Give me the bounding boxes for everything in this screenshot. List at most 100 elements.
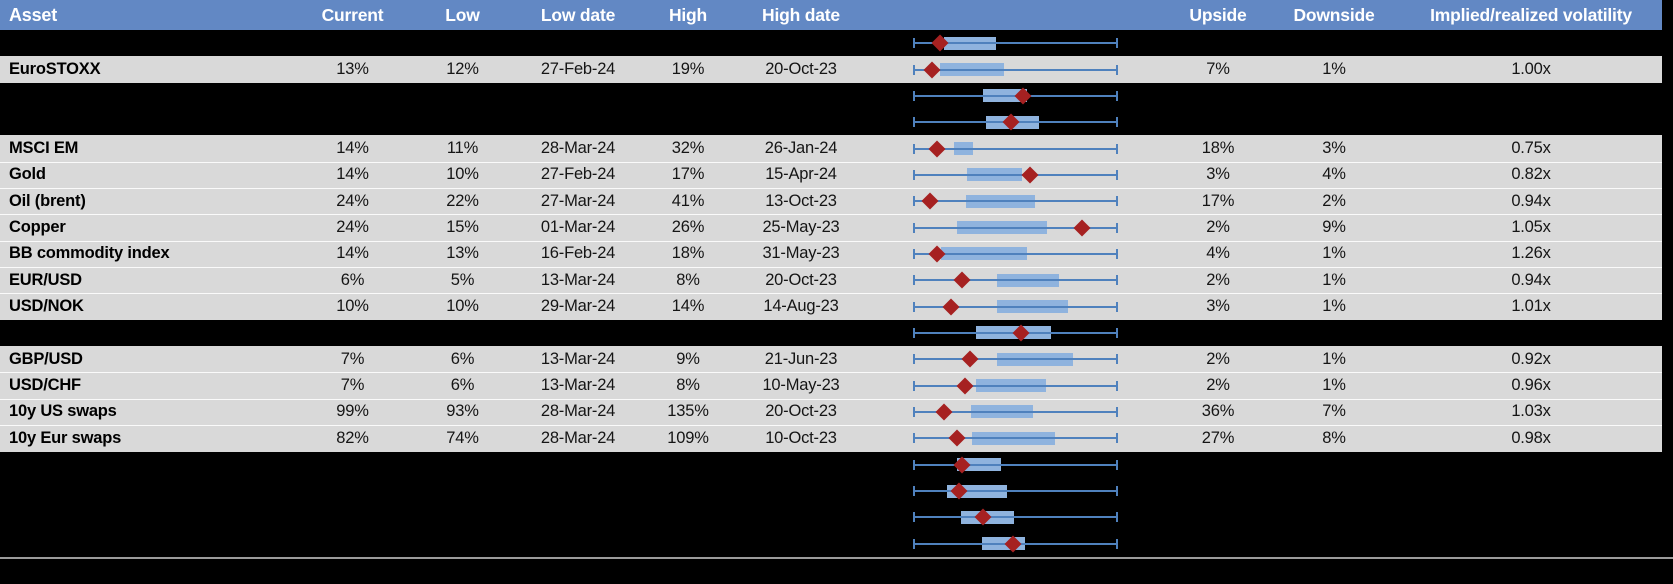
whisker-cap-left bbox=[913, 64, 915, 75]
cell-high: 41% bbox=[671, 191, 705, 210]
cell-asset: USD/NOK bbox=[9, 297, 84, 316]
table-row: 10y Eur swaps 82% 74% 28-Mar-24 109% 10-Oct-2… bbox=[0, 425, 1662, 452]
cell-ratio: 0.82x bbox=[1511, 165, 1551, 184]
cell-ratio: 1.26x bbox=[1511, 244, 1551, 263]
cell-ratio: 1.05x bbox=[1511, 218, 1551, 237]
cell-low: 12% bbox=[446, 60, 479, 79]
cell-ratio: 1.03x bbox=[1511, 402, 1551, 421]
current-marker-diamond bbox=[1073, 219, 1090, 237]
whisker-cap-left bbox=[913, 459, 915, 470]
whisker-line bbox=[913, 305, 1118, 308]
cell-high-date: 10-Oct-23 bbox=[765, 428, 837, 447]
whisker-cap-left bbox=[913, 222, 915, 233]
range-boxplot bbox=[913, 241, 1118, 267]
chart-only-row bbox=[0, 477, 1662, 505]
cell-current: 99% bbox=[336, 402, 369, 421]
cell-asset: GBP/USD bbox=[9, 349, 83, 368]
current-marker-diamond bbox=[956, 377, 974, 395]
whisker-line bbox=[913, 173, 1118, 176]
cell-asset: Oil (brent) bbox=[9, 191, 86, 210]
cell-asset: Copper bbox=[9, 218, 66, 237]
whisker-cap-right bbox=[1116, 117, 1118, 128]
col-header-low: Low bbox=[445, 4, 480, 25]
range-boxplot bbox=[913, 162, 1118, 188]
cell-asset: USD/CHF bbox=[9, 376, 81, 395]
chart-only-row bbox=[0, 82, 1662, 110]
range-boxplot bbox=[913, 267, 1118, 293]
current-marker-diamond bbox=[948, 429, 966, 447]
range-boxplot bbox=[913, 452, 1118, 478]
cell-current: 24% bbox=[336, 218, 369, 237]
cell-current: 14% bbox=[336, 244, 369, 263]
col-header-implied-realized: Implied/realized volatility bbox=[1430, 4, 1632, 25]
cell-asset: MSCI EM bbox=[9, 139, 79, 158]
whisker-cap-right bbox=[1116, 90, 1118, 101]
chart-only-row bbox=[0, 109, 1662, 136]
cell-high: 109% bbox=[667, 428, 709, 447]
range-boxplot bbox=[913, 425, 1118, 451]
cell-ratio: 0.94x bbox=[1511, 191, 1551, 210]
col-header-asset: Asset bbox=[9, 4, 58, 25]
whisker-cap-left bbox=[913, 196, 915, 207]
whisker-cap-right bbox=[1116, 512, 1118, 523]
whisker-line bbox=[913, 42, 1118, 45]
whisker-cap-right bbox=[1116, 406, 1118, 417]
cell-current: 14% bbox=[336, 165, 369, 184]
cell-high: 26% bbox=[671, 218, 705, 237]
whisker-cap-right bbox=[1116, 486, 1118, 497]
whisker-cap-right bbox=[1116, 64, 1118, 75]
current-marker-diamond bbox=[921, 192, 939, 210]
cell-ratio: 0.96x bbox=[1511, 376, 1551, 395]
cell-upside: 7% bbox=[1206, 60, 1230, 79]
whisker-cap-right bbox=[1116, 143, 1118, 154]
cell-current: 24% bbox=[336, 191, 369, 210]
cell-low: 22% bbox=[446, 191, 479, 210]
whisker-cap-left bbox=[913, 406, 915, 417]
table-row: Copper 24% 15% 01-Mar-24 26% 25-May-23 2% 9% 1.0… bbox=[0, 214, 1662, 241]
whisker-cap-left bbox=[913, 327, 915, 338]
table-row: GBP/USD 7% 6% 13-Mar-24 9% 21-Jun-23 2% 1% 0.92x bbox=[0, 346, 1662, 373]
range-boxplot bbox=[913, 83, 1118, 109]
whisker-line bbox=[913, 437, 1118, 440]
cell-asset: 10y US swaps bbox=[9, 402, 117, 421]
col-header-low-date: Low date bbox=[540, 4, 616, 25]
table-row: Gold 14% 10% 27-Feb-24 17% 15-Apr-24 3% 4% 0.82x bbox=[0, 161, 1662, 189]
cell-upside: 36% bbox=[1201, 402, 1235, 421]
whisker-cap-right bbox=[1116, 327, 1118, 338]
col-header-upside: Upside bbox=[1189, 4, 1247, 25]
footer-black-band bbox=[0, 558, 1673, 584]
whisker-cap-right bbox=[1116, 459, 1118, 470]
cell-high: 19% bbox=[671, 60, 705, 79]
cell-asset: BB commodity index bbox=[9, 244, 170, 263]
whisker-cap-right bbox=[1116, 169, 1118, 180]
whisker-line bbox=[913, 226, 1118, 229]
cell-current: 6% bbox=[340, 270, 365, 289]
whisker-line bbox=[913, 200, 1118, 203]
cell-upside: 18% bbox=[1201, 139, 1235, 158]
table-row: 10y US swaps 99% 93% 28-Mar-24 135% 20-Oct-23… bbox=[0, 398, 1662, 426]
cell-downside: 4% bbox=[1322, 165, 1346, 184]
cell-current: 14% bbox=[336, 139, 369, 158]
table-header: Asset Current Low Low date High High dat… bbox=[0, 0, 1662, 30]
cell-downside: 9% bbox=[1322, 218, 1346, 237]
range-boxplot bbox=[913, 399, 1118, 425]
whisker-cap-left bbox=[913, 486, 915, 497]
whisker-cap-left bbox=[913, 143, 915, 154]
cell-high-date: 10-May-23 bbox=[762, 376, 840, 395]
col-header-high-date: High date bbox=[762, 4, 840, 25]
cell-low-date: 13-Mar-24 bbox=[540, 349, 616, 368]
cell-downside: 1% bbox=[1322, 60, 1346, 79]
cell-low: 5% bbox=[450, 270, 475, 289]
cell-downside: 1% bbox=[1322, 270, 1346, 289]
chart-only-row bbox=[0, 504, 1662, 531]
cell-high: 8% bbox=[676, 376, 700, 395]
cell-low: 93% bbox=[446, 402, 479, 421]
cell-downside: 8% bbox=[1322, 428, 1346, 447]
whisker-line bbox=[913, 68, 1118, 71]
volatility-table: Asset Current Low Low date High High dat… bbox=[0, 0, 1662, 553]
cell-downside: 1% bbox=[1322, 376, 1346, 395]
table-row: MSCI EM 14% 11% 28-Mar-24 32% 26-Jan-24 18% 3% 0… bbox=[0, 135, 1662, 162]
whisker-line bbox=[913, 384, 1118, 387]
cell-high: 135% bbox=[667, 402, 709, 421]
bottom-rule-line bbox=[0, 556, 1673, 559]
